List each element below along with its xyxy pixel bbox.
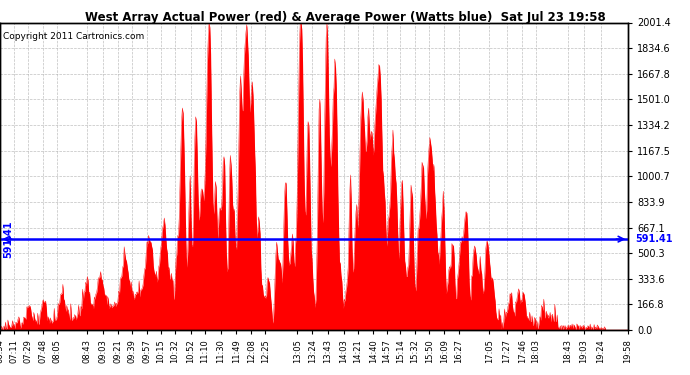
Text: Copyright 2011 Cartronics.com: Copyright 2011 Cartronics.com — [3, 32, 144, 41]
Text: 591.41: 591.41 — [3, 220, 13, 258]
Text: 591.41: 591.41 — [635, 234, 672, 244]
Text: West Array Actual Power (red) & Average Power (Watts blue)  Sat Jul 23 19:58: West Array Actual Power (red) & Average … — [85, 11, 605, 24]
